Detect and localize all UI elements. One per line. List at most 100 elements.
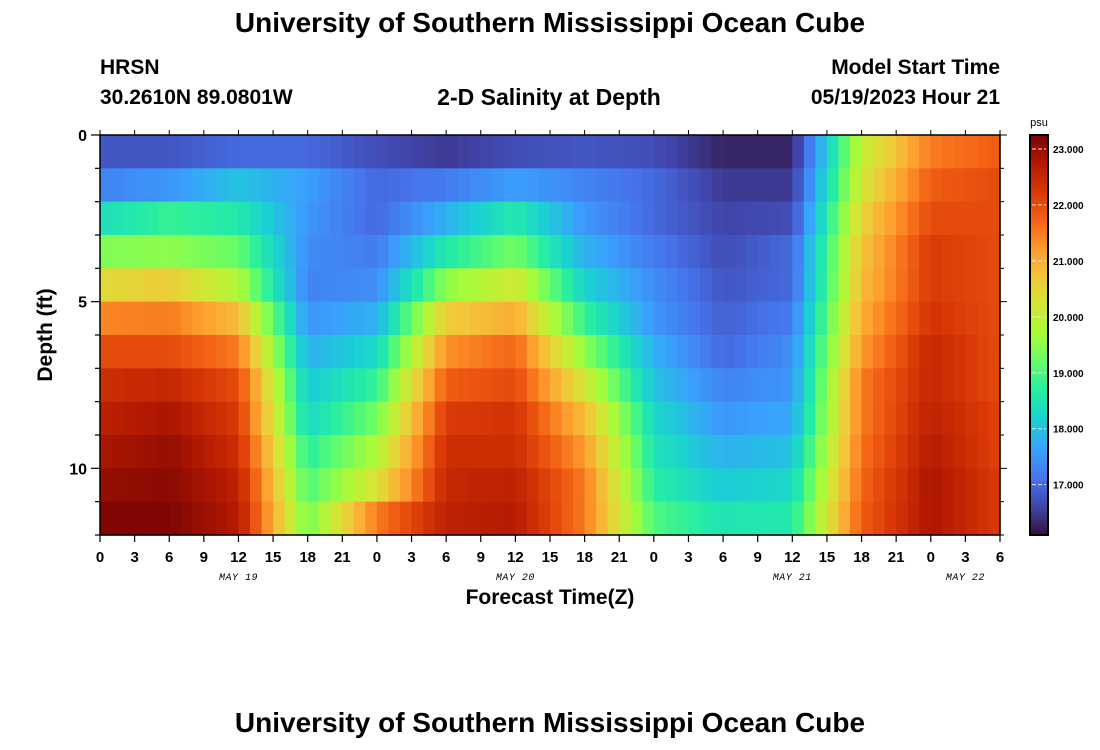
heatmap-cell: [226, 135, 240, 169]
heatmap-cell: [676, 368, 690, 403]
heatmap-cell: [250, 268, 263, 303]
heatmap-cell: [469, 268, 482, 303]
heatmap-cell: [619, 135, 632, 169]
heatmap-cell: [261, 401, 274, 436]
heatmap-cell: [838, 135, 851, 169]
heatmap-cell: [180, 468, 193, 503]
heatmap-cell: [353, 335, 366, 369]
heatmap-cell: [930, 168, 943, 203]
heatmap-cell: [446, 401, 459, 436]
heatmap-cell: [769, 368, 782, 403]
heatmap-cell: [769, 501, 782, 536]
heatmap-cell: [896, 401, 909, 436]
heatmap-cell: [838, 401, 851, 436]
heatmap-cell: [607, 135, 620, 169]
heatmap-cell: [919, 135, 932, 169]
heatmap-cell: [861, 501, 874, 536]
heatmap-cell: [526, 435, 540, 469]
heatmap-cell: [226, 235, 240, 269]
heatmap-cell: [261, 501, 274, 536]
heatmap-cell: [157, 501, 170, 536]
heatmap-cell: [838, 468, 851, 503]
colorbar-tick-label: 21.000: [1053, 257, 1084, 268]
heatmap-cell: [803, 468, 816, 503]
heatmap-cell: [953, 168, 966, 203]
heatmap-cell: [884, 501, 897, 536]
heatmap-cell: [146, 401, 159, 436]
heatmap-cell: [711, 168, 724, 203]
heatmap-cell: [619, 368, 632, 403]
heatmap-cell: [803, 201, 816, 236]
heatmap-cell: [746, 201, 759, 236]
heatmap-cell: [988, 235, 1001, 269]
heatmap-cell: [307, 368, 320, 403]
heatmap-cell: [757, 435, 770, 469]
heatmap-cell: [688, 368, 701, 403]
heatmap-cell: [665, 335, 678, 369]
heatmap-cell: [653, 201, 666, 236]
x-tick-label: 3: [407, 549, 415, 566]
heatmap-cell: [838, 168, 851, 203]
heatmap-cell: [826, 501, 840, 536]
heatmap-cell: [584, 468, 597, 503]
heatmap-cell: [215, 501, 228, 536]
heatmap-cell: [365, 201, 378, 236]
heatmap-cell: [169, 301, 182, 336]
heatmap-cell: [192, 201, 205, 236]
heatmap-cell: [653, 301, 666, 336]
heatmap-cell: [330, 501, 343, 536]
heatmap-cell: [919, 501, 932, 536]
heatmap-cell: [942, 335, 955, 369]
heatmap-cell: [688, 235, 701, 269]
heatmap-cell: [284, 135, 297, 169]
heatmap-cell: [226, 468, 240, 503]
heatmap-cell: [446, 468, 459, 503]
heatmap-cell: [261, 435, 274, 469]
heatmap-cell: [723, 235, 736, 269]
heatmap-cell: [826, 435, 840, 469]
heatmap-cell: [296, 135, 309, 169]
heatmap-cell: [226, 368, 240, 403]
heatmap-cell: [815, 468, 828, 503]
heatmap-cell: [423, 335, 436, 369]
heatmap-cell: [584, 268, 597, 303]
heatmap-cell: [873, 268, 886, 303]
heatmap-cell: [757, 335, 770, 369]
heatmap-cell: [976, 468, 990, 503]
heatmap-cell: [538, 201, 551, 236]
heatmap-cell: [607, 401, 620, 436]
heatmap-cell: [203, 468, 216, 503]
heatmap-cell: [976, 368, 990, 403]
heatmap-cell: [861, 401, 874, 436]
heatmap-cell: [815, 268, 828, 303]
x-tick-label: 18: [576, 549, 593, 566]
heatmap-cell: [273, 268, 286, 303]
heatmap-cell: [907, 435, 920, 469]
heatmap-cell: [803, 135, 816, 169]
heatmap-cell: [469, 468, 482, 503]
heatmap-cell: [238, 135, 251, 169]
heatmap-cell: [930, 301, 943, 336]
heatmap-cell: [573, 368, 586, 403]
heatmap-cell: [434, 235, 447, 269]
heatmap-cell: [169, 135, 182, 169]
heatmap-cell: [400, 368, 413, 403]
heatmap-cell: [884, 201, 897, 236]
heatmap-cell: [353, 501, 366, 536]
heatmap-cell: [757, 368, 770, 403]
heatmap-cell: [169, 268, 182, 303]
heatmap-cell: [376, 201, 390, 236]
heatmap-cell: [584, 368, 597, 403]
heatmap-cell: [400, 201, 413, 236]
heatmap-cell: [584, 201, 597, 236]
heatmap-cell: [423, 201, 436, 236]
heatmap-cell: [538, 435, 551, 469]
heatmap-cell: [861, 135, 874, 169]
heatmap-cell: [226, 501, 240, 536]
heatmap-cell: [423, 268, 436, 303]
heatmap-cell: [619, 168, 632, 203]
heatmap-cell: [907, 235, 920, 269]
heatmap-cell: [757, 201, 770, 236]
heatmap-cell: [226, 435, 240, 469]
heatmap-cell: [250, 235, 263, 269]
